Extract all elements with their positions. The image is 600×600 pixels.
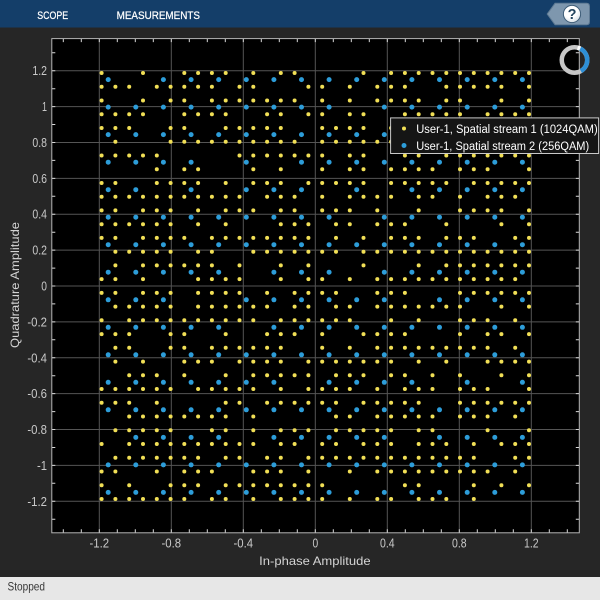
svg-text:0.6: 0.6: [32, 172, 47, 186]
svg-text:0: 0: [312, 536, 318, 550]
svg-text:-0.4: -0.4: [27, 351, 47, 365]
svg-text:In-phase Amplitude: In-phase Amplitude: [259, 554, 371, 568]
svg-text:Stopped: Stopped: [8, 580, 46, 594]
svg-text:Quadrature Amplitude: Quadrature Amplitude: [8, 222, 22, 348]
svg-text:?: ?: [568, 7, 577, 23]
svg-text:-1: -1: [37, 459, 47, 473]
svg-text:-1.2: -1.2: [90, 536, 110, 550]
svg-text:1.2: 1.2: [524, 536, 539, 550]
svg-text:-0.2: -0.2: [27, 315, 47, 329]
svg-text:0.4: 0.4: [32, 208, 47, 222]
svg-text:0: 0: [41, 280, 47, 294]
svg-text:0.4: 0.4: [380, 536, 395, 550]
svg-text:User-1, Spatial stream 1 (1024: User-1, Spatial stream 1 (1024QAM): [416, 124, 598, 136]
svg-text:MEASUREMENTS: MEASUREMENTS: [117, 10, 200, 22]
svg-text:1: 1: [42, 100, 47, 114]
svg-text:-0.6: -0.6: [27, 387, 47, 401]
svg-text:-0.4: -0.4: [234, 536, 254, 550]
svg-text:1.2: 1.2: [32, 64, 47, 78]
svg-text:0.8: 0.8: [32, 136, 47, 150]
svg-text:-1.2: -1.2: [27, 495, 47, 509]
svg-text:User-1, Spatial stream 2 (256Q: User-1, Spatial stream 2 (256QAM): [416, 141, 589, 153]
svg-text:-0.8: -0.8: [162, 536, 182, 550]
svg-text:-0.8: -0.8: [27, 423, 47, 437]
svg-text:0.2: 0.2: [32, 244, 47, 258]
svg-text:0.8: 0.8: [452, 536, 467, 550]
svg-text:SCOPE: SCOPE: [37, 10, 68, 22]
